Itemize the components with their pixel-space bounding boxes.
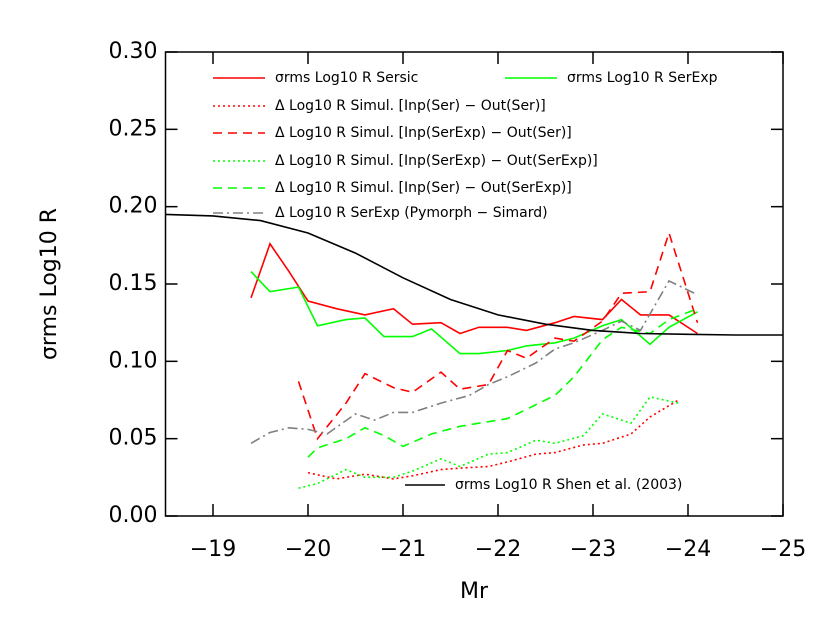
- y-tick-label: 0.30: [109, 39, 158, 64]
- legend-label: σrms Log10 R SerExp: [567, 70, 718, 86]
- y-tick-label: 0.05: [109, 426, 158, 451]
- series-line: [298, 396, 679, 489]
- y-tick-label: 0.00: [109, 503, 158, 528]
- legend-label: σrms Log10 R Sersic: [275, 70, 418, 86]
- x-tick-label: −23: [570, 537, 616, 562]
- legend-label: Δ Log10 R Simul. [Inp(Ser) − Out(Ser)]: [275, 98, 546, 114]
- y-tick-label: 0.20: [109, 194, 158, 219]
- legend-label: Δ Log10 R Simul. [Inp(SerExp) − Out(SerE…: [275, 153, 598, 169]
- legend-label: Δ Log10 R Simul. [Inp(Ser) − Out(SerExp)…: [275, 180, 572, 196]
- y-axis-label: σrms Log10 R: [37, 208, 62, 360]
- series-line: [165, 213, 783, 336]
- x-tick-label: −24: [665, 537, 711, 562]
- legend-label: Δ Log10 R Simul. [Inp(SerExp) − Out(Ser)…: [275, 125, 572, 141]
- legend-label: σrms Log10 R Shen et al. (2003): [455, 477, 682, 493]
- x-tick-label: −21: [380, 537, 426, 562]
- x-tick-label: −20: [285, 537, 331, 562]
- series-line: [250, 279, 698, 444]
- x-tick-label: −25: [760, 537, 806, 562]
- series-line: [250, 242, 698, 335]
- series-line: [307, 399, 679, 480]
- y-tick-label: 0.25: [109, 116, 158, 141]
- y-tick-label: 0.15: [109, 271, 158, 296]
- plot-frame: [164, 51, 784, 517]
- series-line: [250, 271, 698, 355]
- x-axis-label: Mr: [460, 579, 489, 604]
- y-tick-label: 0.10: [109, 348, 158, 373]
- x-tick-label: −19: [190, 537, 236, 562]
- x-tick-label: −22: [475, 537, 521, 562]
- series-line: [307, 307, 698, 458]
- series-line: [297, 230, 699, 441]
- legend-label: Δ Log10 R SerExp (Pymorph − Simard): [275, 205, 548, 221]
